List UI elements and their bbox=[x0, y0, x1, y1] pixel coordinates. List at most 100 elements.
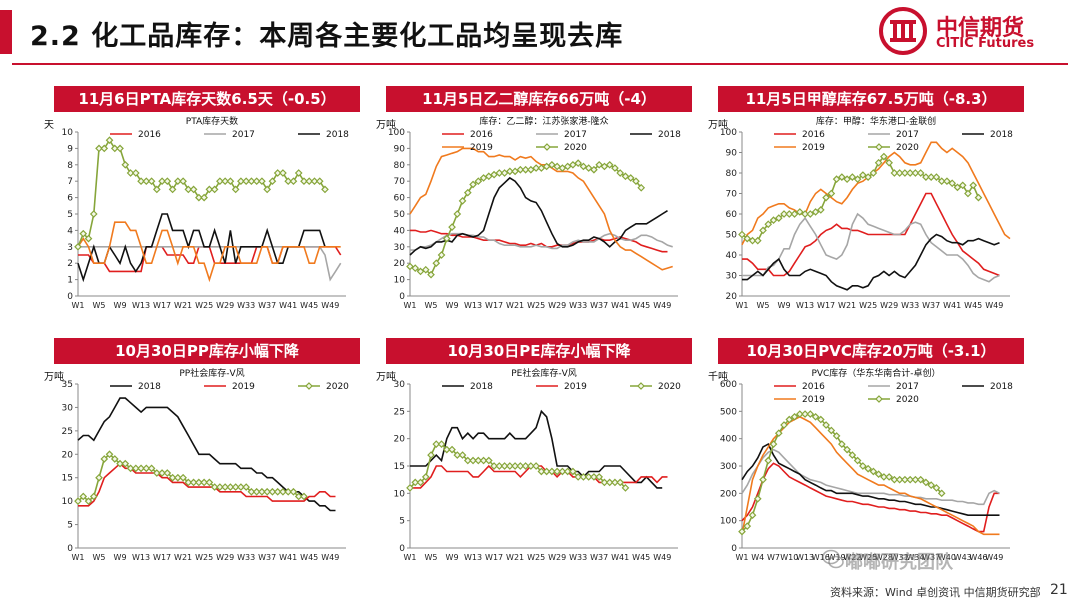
y-tick-label: 10 bbox=[394, 489, 406, 499]
series-point-2020 bbox=[200, 478, 208, 487]
series-point-2020 bbox=[774, 429, 783, 438]
y-tick-label: 100 bbox=[388, 128, 405, 138]
series-point-2020 bbox=[911, 169, 920, 177]
series-point-2020 bbox=[79, 229, 88, 238]
x-tick-label: W13 bbox=[132, 553, 150, 562]
series-point-2020 bbox=[210, 185, 219, 194]
x-tick-label: W17 bbox=[153, 301, 171, 310]
series-point-2020 bbox=[205, 185, 214, 194]
series-line-2016 bbox=[742, 192, 1000, 277]
series-point-2020 bbox=[738, 527, 746, 536]
panel-title-pp: 10月30日PP库存小幅下降 bbox=[54, 338, 360, 364]
series-point-2020 bbox=[748, 511, 757, 520]
x-tick-label: W16 bbox=[812, 553, 830, 562]
series-point-2020 bbox=[226, 177, 235, 186]
series-point-2020 bbox=[453, 210, 462, 218]
legend-label-2016: 2016 bbox=[802, 382, 825, 392]
series-point-2020 bbox=[210, 483, 219, 491]
y-tick-label: 10 bbox=[62, 128, 74, 138]
series-point-2020 bbox=[495, 169, 504, 177]
series-point-2020 bbox=[605, 478, 614, 487]
series-line-2020 bbox=[741, 155, 980, 242]
slide-header: 2.2 化工品库存：本周各主要化工品均呈现去库 中信期货 CITIC Futur… bbox=[0, 0, 1080, 65]
x-tick-label: W22 bbox=[843, 553, 861, 562]
y-tick-label: 50 bbox=[726, 231, 738, 241]
series-point-2020 bbox=[142, 464, 151, 473]
series-point-2020 bbox=[294, 492, 303, 501]
x-tick-label: W1 bbox=[736, 553, 749, 562]
series-point-2020 bbox=[605, 160, 614, 169]
source-note: 资料来源：Wind 卓创资讯 中信期货研究部 bbox=[830, 586, 1041, 599]
x-tick-label: W41 bbox=[611, 553, 629, 562]
legend-label-2018: 2018 bbox=[990, 130, 1013, 140]
series-point-2020 bbox=[168, 473, 177, 482]
series-point-2020 bbox=[922, 173, 930, 181]
series-point-2020 bbox=[911, 475, 920, 484]
y-tick-label: 25 bbox=[62, 427, 73, 437]
y-tick-label: 100 bbox=[720, 128, 737, 138]
series-point-2020 bbox=[764, 456, 773, 465]
panel-title-meg: 11月5日乙二醇库存66万吨（-4） bbox=[386, 86, 692, 112]
x-tick-label: W29 bbox=[880, 301, 898, 310]
series-point-2020 bbox=[906, 169, 915, 177]
x-tick-label: W41 bbox=[279, 301, 297, 310]
series-line-2017 bbox=[742, 212, 1000, 283]
chart-title: PP社会库存-V风 bbox=[179, 368, 244, 379]
series-point-2020 bbox=[584, 164, 593, 172]
series-point-2020 bbox=[600, 162, 609, 171]
series-point-2020 bbox=[321, 185, 329, 194]
x-tick-label: W49 bbox=[985, 301, 1003, 310]
series-point-2020 bbox=[574, 159, 583, 168]
series-point-2020 bbox=[305, 177, 314, 186]
series-point-2020 bbox=[937, 489, 946, 498]
x-tick-label: W37 bbox=[590, 301, 608, 310]
x-tick-label: W33 bbox=[569, 301, 587, 310]
title-accent-bar bbox=[0, 10, 12, 54]
legend-label-2020: 2020 bbox=[896, 395, 919, 405]
series-point-2020 bbox=[152, 185, 161, 194]
series-point-2020 bbox=[748, 236, 757, 245]
y-tick-label: 60 bbox=[394, 194, 406, 204]
x-tick-label: W13 bbox=[132, 301, 150, 310]
legend-label-2017: 2017 bbox=[896, 382, 919, 392]
y-tick-label: 15 bbox=[394, 462, 405, 472]
y-tick-label: 300 bbox=[720, 462, 737, 472]
series-point-2020 bbox=[801, 210, 809, 218]
series-point-2020 bbox=[590, 473, 598, 481]
x-tick-label: W1 bbox=[72, 301, 85, 310]
series-point-2020 bbox=[621, 172, 630, 181]
series-point-2020 bbox=[421, 265, 430, 274]
legend-label-2019: 2019 bbox=[470, 143, 493, 153]
y-axis-unit: 万吨 bbox=[708, 118, 728, 131]
series-point-2020 bbox=[906, 475, 915, 484]
x-tick-label: W37 bbox=[258, 301, 276, 310]
panel-pe: 10月30日PE库存小幅下降 PE社会库存-V风 万吨 0 5 10 15 20 25 30 W1… bbox=[372, 338, 712, 578]
series-point-2020 bbox=[289, 487, 298, 496]
citic-logo: 中信期货 CITIC Futures bbox=[878, 6, 1068, 56]
series-point-2020 bbox=[490, 462, 498, 470]
series-point-2020 bbox=[221, 177, 229, 186]
series-point-2020 bbox=[837, 173, 846, 181]
legend-label-2019: 2019 bbox=[802, 395, 825, 405]
y-tick-label: 0 bbox=[399, 544, 405, 554]
series-point-2020 bbox=[843, 175, 851, 183]
series-line-2017 bbox=[741, 448, 1000, 506]
series-point-2020 bbox=[521, 165, 530, 174]
series-line-2017 bbox=[410, 232, 673, 251]
legend-label-2019: 2019 bbox=[564, 382, 587, 392]
y-tick-label: 400 bbox=[720, 435, 737, 445]
legend-marker-2020 bbox=[543, 143, 551, 151]
legend-label-2018: 2018 bbox=[138, 382, 161, 392]
x-tick-label: W40 bbox=[938, 553, 956, 562]
series-point-2020 bbox=[84, 497, 93, 505]
series-point-2020 bbox=[95, 144, 103, 153]
series-point-2020 bbox=[500, 462, 509, 470]
y-tick-label: 70 bbox=[394, 177, 406, 187]
x-tick-label: W46 bbox=[969, 553, 987, 562]
series-point-2020 bbox=[131, 464, 140, 473]
series-line-2018 bbox=[77, 397, 336, 512]
series-point-2020 bbox=[806, 210, 815, 218]
x-tick-label: W41 bbox=[943, 301, 961, 310]
